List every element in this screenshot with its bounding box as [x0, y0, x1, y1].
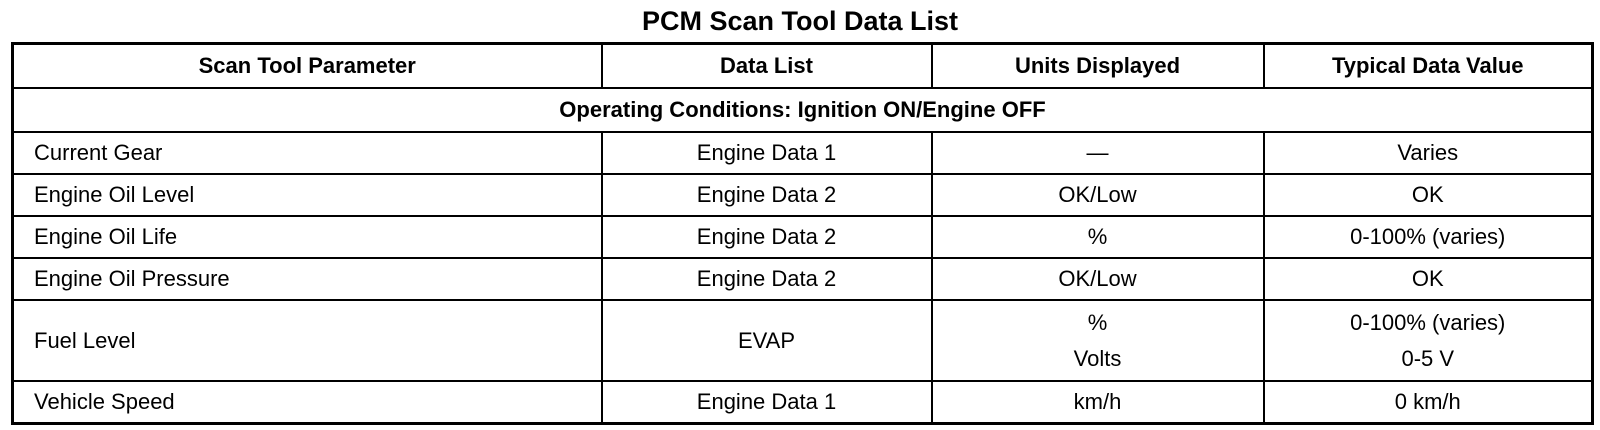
cell-units: % Volts	[930, 299, 1265, 382]
cell-typical-value: 0-100% (varies) 0-5 V	[1262, 299, 1594, 382]
units-line: —	[1086, 140, 1109, 165]
header-units: Units Displayed	[930, 42, 1265, 89]
units-line: OK/Low	[1058, 266, 1137, 291]
cell-parameter: Engine Oil Pressure	[11, 257, 603, 301]
cell-units: OK/Low	[930, 257, 1265, 301]
document-title: PCM Scan Tool Data List	[641, 6, 959, 36]
header-data-list: Data List	[600, 42, 933, 89]
cell-typical-value: Varies	[1262, 131, 1594, 175]
cell-parameter: Fuel Level	[11, 299, 603, 382]
cell-data-list: Engine Data 2	[600, 215, 933, 259]
cell-data-list: Engine Data 1	[600, 380, 933, 425]
header-typical-value: Typical Data Value	[1262, 42, 1594, 89]
value-line: 0-5 V	[1401, 345, 1455, 371]
cell-units: km/h	[930, 380, 1265, 425]
table-row: Engine Oil Pressure Engine Data 2 OK/Low OK	[11, 257, 1594, 301]
value-line: 0-100% (varies)	[1350, 309, 1506, 335]
cell-units: %	[930, 215, 1265, 259]
header-parameter: Scan Tool Parameter	[11, 42, 603, 89]
cell-data-list: Engine Data 2	[600, 173, 933, 217]
cell-parameter: Engine Oil Level	[11, 173, 603, 217]
table-row: Engine Oil Level Engine Data 2 OK/Low OK	[11, 173, 1594, 217]
cell-typical-value: OK	[1262, 257, 1594, 301]
cell-data-list: Engine Data 2	[600, 257, 933, 301]
units-line: OK/Low	[1058, 182, 1137, 207]
value-line: OK	[1411, 182, 1444, 207]
value-line: OK	[1411, 266, 1444, 291]
table-row: Engine Oil Life Engine Data 2% 0-100% (var…	[11, 215, 1594, 259]
table-row: Current Gear Engine Data 1 — Varies	[11, 131, 1594, 175]
cell-data-list: Engine Data 1	[600, 131, 933, 175]
cell-units: OK/Low	[930, 173, 1265, 217]
cell-units: —	[930, 131, 1265, 175]
cell-typical-value: OK	[1262, 173, 1594, 217]
scan-tool-data-table: Scan Tool Parameter Data List Units Disp…	[11, 42, 1594, 425]
section-heading: Operating Conditions: Ignition ON/Engine…	[11, 87, 1594, 133]
cell-parameter: Current Gear	[11, 131, 603, 175]
cell-parameter: Vehicle Speed	[11, 380, 603, 425]
table-header-row: Scan Tool Parameter Data List Units Disp…	[11, 42, 1594, 89]
units-line: Volts	[1073, 345, 1122, 371]
cell-data-list: EVAP	[600, 299, 933, 382]
units-line: %	[1087, 224, 1108, 249]
value-line: 0-100% (varies)	[1350, 224, 1506, 249]
cell-parameter: Engine Oil Life	[11, 215, 603, 259]
value-line: Varies	[1397, 140, 1459, 165]
units-line: %	[1087, 309, 1108, 335]
units-line: km/h	[1073, 389, 1122, 414]
value-line: 0 km/h	[1394, 389, 1461, 414]
table-row: Vehicle Speed Engine Data 1 km/h 0 km/h	[11, 380, 1594, 425]
cell-typical-value: 0 km/h	[1262, 380, 1594, 425]
section-row: Operating Conditions: Ignition ON/Engine…	[11, 87, 1594, 133]
table-row: Fuel Level EVAP% Volts 0-100% (varies) 0-5 V	[11, 299, 1594, 382]
cell-typical-value: 0-100% (varies)	[1262, 215, 1594, 259]
